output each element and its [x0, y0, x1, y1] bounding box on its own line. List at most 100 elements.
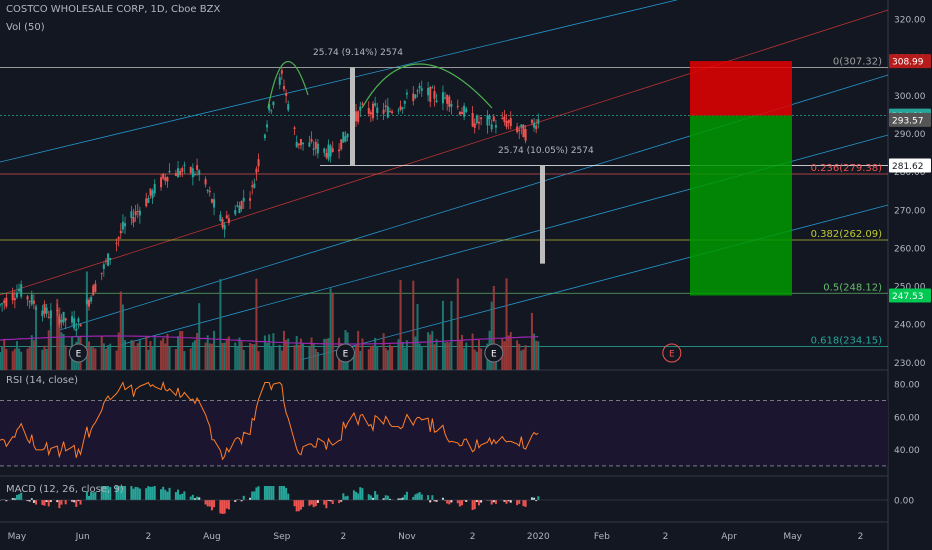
candle-body — [369, 112, 372, 115]
macd-hist-bar — [234, 500, 237, 502]
volume-bar — [94, 348, 97, 370]
candle-body — [117, 237, 120, 239]
candle-body — [535, 125, 538, 130]
candle-body — [414, 94, 417, 99]
volume-bar — [164, 343, 167, 370]
volume-bar — [388, 344, 391, 370]
macd-hist-bar — [420, 494, 423, 500]
macd-hist-bar — [355, 491, 358, 500]
time-tick-label: 2 — [340, 532, 346, 542]
macd-hist-bar — [183, 491, 186, 500]
volume-bar — [492, 285, 495, 370]
volume-bar — [416, 303, 419, 370]
candle-body — [473, 123, 476, 128]
earnings-marker-label: E — [76, 350, 82, 360]
candle-body — [405, 92, 408, 95]
volume-bar — [147, 349, 150, 370]
volume-label[interactable]: Vol (50) — [6, 22, 45, 33]
macd-hist-bar — [518, 500, 521, 504]
volume-bar — [367, 349, 370, 370]
macd-hist-bar — [399, 498, 402, 500]
candle-body — [399, 106, 402, 110]
price-badge-label: 293.57 — [892, 116, 924, 126]
volume-bar — [505, 278, 508, 370]
macd-hist-bar — [88, 495, 91, 500]
volume-bar — [355, 344, 358, 370]
candle-body — [138, 210, 141, 216]
price-badge-2: 293.57 — [889, 112, 931, 127]
candle-body — [251, 185, 254, 187]
volume-bar — [473, 349, 476, 370]
candle-body — [41, 310, 44, 317]
macd-hist-bar — [132, 488, 135, 500]
candle-body — [371, 103, 375, 119]
volume-bar — [282, 330, 285, 370]
candle-body — [441, 92, 444, 104]
volume-bar — [376, 346, 379, 370]
macd-hist-bar — [369, 495, 372, 500]
measure-bar-top — [350, 67, 355, 166]
macd-hist-bar — [117, 486, 120, 500]
volume-bar — [268, 334, 271, 370]
macd-hist-bar — [331, 500, 334, 505]
volume-bar — [60, 332, 63, 370]
candle-body — [461, 112, 464, 115]
volume-bar — [257, 351, 260, 370]
volume-bar — [431, 330, 434, 370]
price-badge-bg — [889, 112, 931, 127]
candle-body — [43, 304, 46, 314]
volume-ma-line — [0, 335, 539, 345]
macd-hist-bar — [240, 500, 243, 502]
macd-hist-bar — [223, 500, 226, 514]
macd-hist-bar — [253, 491, 256, 500]
macd-hist-bar — [263, 486, 266, 500]
macd-hist-bar — [316, 500, 319, 503]
macd-hist-bar — [164, 489, 167, 500]
volume-bar — [253, 344, 256, 370]
candle-body — [325, 152, 328, 158]
fib-label-2: 0.382(262.09) — [811, 229, 883, 240]
candle-body — [295, 141, 298, 148]
earnings-marker-label: E — [669, 350, 675, 360]
volume-bar — [480, 348, 483, 370]
time-tick-label: May — [783, 532, 802, 542]
volume-bar — [386, 350, 389, 370]
volume-bar — [62, 334, 65, 370]
rsi-label[interactable]: RSI (14, close) — [6, 375, 79, 386]
volume-bar — [391, 346, 394, 370]
candle-body — [134, 211, 137, 216]
volume-bar — [278, 345, 281, 370]
macd-hist-bar — [418, 492, 421, 500]
macd-hist-bar — [272, 486, 275, 500]
candle-body — [49, 310, 52, 318]
macd-label[interactable]: MACD (12, 26, close, 9) — [6, 484, 124, 495]
candle-body — [5, 297, 8, 307]
candle-body — [342, 131, 345, 143]
macd-hist-bar — [198, 497, 201, 500]
volume-bar — [450, 300, 453, 370]
candle-body — [486, 115, 489, 126]
macd-hist-bar — [376, 494, 379, 500]
candle-body — [3, 300, 6, 304]
candle-body — [463, 105, 466, 117]
macd-hist-bar — [340, 500, 343, 502]
candle-body — [73, 318, 76, 329]
macd-hist-bar — [403, 494, 406, 500]
volume-bar — [374, 337, 377, 370]
price-badge-label: 247.53 — [892, 292, 924, 302]
macd-hist-bar — [433, 500, 436, 502]
macd-hist-bar — [162, 486, 165, 500]
macd-hist-bar — [450, 500, 453, 503]
volume-bar — [308, 347, 311, 370]
volume-bar — [331, 292, 334, 370]
volume-bar — [314, 348, 317, 370]
macd-hist-bar — [242, 495, 245, 500]
symbol-title[interactable]: COSTCO WHOLESALE CORP, 1D, Cboe BZX — [6, 4, 221, 15]
candle-body — [189, 167, 192, 173]
macd-hist-bar — [446, 500, 449, 504]
candle-body — [475, 115, 478, 124]
macd-hist-bar — [32, 500, 35, 503]
candle-body — [344, 136, 347, 142]
volume-bar — [461, 334, 464, 370]
